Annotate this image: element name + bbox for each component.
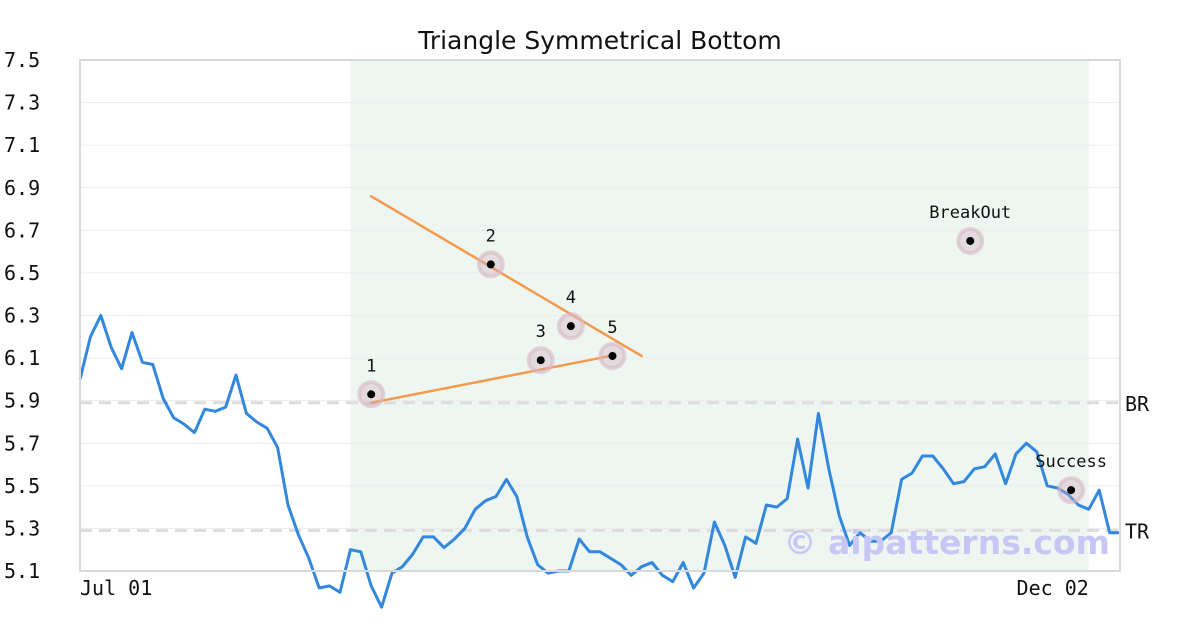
- pattern-point-label: 1: [366, 356, 376, 376]
- pattern-point-dot: [966, 236, 975, 245]
- x-axis-ticks: Jul 01 Dec 02: [80, 576, 1089, 600]
- y-tick-label: 5.9: [4, 389, 40, 413]
- pattern-point-dot: [486, 260, 495, 269]
- series: [78, 314, 1120, 609]
- y-tick-label: 7.3: [4, 91, 40, 115]
- trendline: [369, 195, 643, 358]
- y-axis-ticks: 7.5 7.3 7.1 6.9 6.7 6.5 6.3 6.1 5.9 5.7 5.5 5.3 5.1: [4, 48, 40, 583]
- reference-line-label: BR: [1125, 392, 1150, 416]
- y-tick-label: 6.5: [4, 261, 40, 285]
- pattern-points: 1 2 34 5 BreakOut Success: [357, 203, 1107, 505]
- price-series-line: [78, 314, 1120, 609]
- pattern-point: Success: [1035, 452, 1107, 505]
- pattern-point-dot: [1067, 486, 1076, 495]
- pattern-point-label: 2: [486, 226, 496, 246]
- pattern-point-label: 5: [607, 318, 617, 338]
- y-tick-label: 5.3: [4, 516, 40, 540]
- reference-lines: BR TR: [80, 392, 1150, 544]
- pattern-point-label: 4: [566, 288, 576, 308]
- plot-frame: [79, 59, 1121, 572]
- y-tick-label: 7.5: [4, 48, 40, 72]
- chart-title: Triangle Symmetrical Bottom: [417, 26, 782, 55]
- y-tick-label: 6.7: [4, 218, 40, 242]
- y-tick-label: 5.1: [4, 559, 40, 583]
- pattern-point: 2: [476, 226, 505, 279]
- pattern-point: BreakOut: [929, 203, 1011, 255]
- pattern-point: 3: [526, 322, 555, 375]
- pattern-point-dot: [536, 356, 545, 365]
- pattern-point: 1: [357, 356, 386, 409]
- pattern-point-label: Success: [1035, 452, 1107, 472]
- pattern-point-dot: [566, 322, 575, 331]
- y-tick-label: 6.1: [4, 346, 40, 370]
- pattern-point: 5: [598, 318, 627, 370]
- trendlines: [369, 195, 643, 405]
- y-tick-label: 6.9: [4, 176, 40, 200]
- y-tick-label: 5.7: [4, 431, 40, 455]
- y-tick-label: 5.5: [4, 474, 40, 498]
- y-tick-label: 7.1: [4, 133, 40, 157]
- watermark: © aipatterns.com: [784, 523, 1110, 562]
- grid: [80, 59, 1120, 572]
- x-tick-label: Dec 02: [1017, 576, 1089, 600]
- reference-line-label: TR: [1125, 520, 1150, 544]
- trendline: [369, 354, 612, 405]
- pattern-point-label: BreakOut: [929, 203, 1011, 223]
- pattern-point: 4: [556, 288, 585, 341]
- x-tick-label: Jul 01: [80, 576, 152, 600]
- y-tick-label: 6.3: [4, 304, 40, 328]
- pattern-point-dot: [608, 351, 617, 360]
- pattern-point-label: 3: [536, 322, 546, 342]
- pattern-point-dot: [367, 390, 376, 399]
